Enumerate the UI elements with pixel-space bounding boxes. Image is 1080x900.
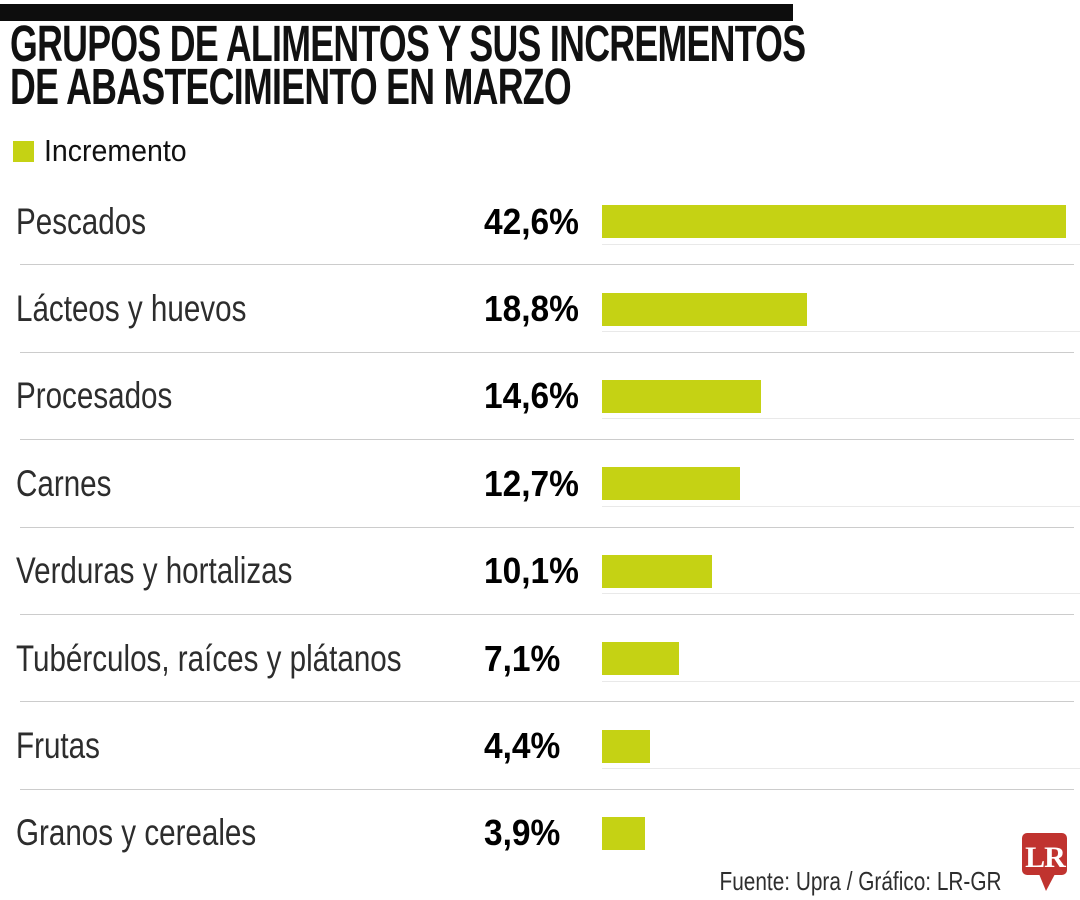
lr-logo-tail xyxy=(1039,874,1055,891)
bar-baseline xyxy=(602,593,1080,595)
category-label: Pescados xyxy=(16,200,146,242)
page-title: GRUPOS DE ALIMENTOS Y SUS INCREMENTOS DE… xyxy=(10,15,806,115)
category-label: Tubérculos, raíces y plátanos xyxy=(16,637,402,679)
bar-track xyxy=(602,615,1080,702)
bar xyxy=(602,292,807,326)
bar-track xyxy=(602,702,1080,789)
bar xyxy=(602,554,712,588)
value-label: 14,6% xyxy=(484,375,579,417)
chart-row: Pescados 42,6% xyxy=(0,178,1080,266)
bar-baseline xyxy=(602,418,1080,420)
lr-logo-text: LR xyxy=(1025,841,1066,874)
chart-row: Lácteos y huevos 18,8% xyxy=(0,265,1080,354)
bar-baseline xyxy=(602,505,1080,507)
title-line-2: DE ABASTECIMIENTO EN MARZO xyxy=(10,58,572,115)
bar-track xyxy=(602,178,1080,265)
bar-track xyxy=(602,353,1080,440)
value-label: 42,6% xyxy=(484,200,579,242)
value-label: 3,9% xyxy=(484,812,561,854)
value-label: 10,1% xyxy=(484,550,579,592)
source-credit: Fuente: Upra / Gráfico: LR-GR xyxy=(719,866,1002,896)
lr-logo: LR xyxy=(1022,833,1067,891)
bar xyxy=(602,205,1066,239)
chart-row: Procesados 14,6% xyxy=(0,353,1080,441)
bar-track xyxy=(602,528,1080,615)
value-label: 4,4% xyxy=(484,725,561,767)
legend-swatch-icon xyxy=(13,140,34,162)
chart-row: Carnes 12,7% xyxy=(0,440,1080,528)
bar-baseline xyxy=(602,768,1080,770)
bar-track xyxy=(602,790,1080,877)
chart-row: Frutas 4,4% xyxy=(0,702,1080,791)
bar-chart: Pescados 42,6% Lácteos y huevos 18,8% Pr… xyxy=(0,178,1080,877)
chart-row: Verduras y hortalizas 10,1% xyxy=(0,528,1080,616)
chart-row: Tubérculos, raíces y plátanos 7,1% xyxy=(0,615,1080,703)
title-line-1: GRUPOS DE ALIMENTOS Y SUS INCREMENTOS xyxy=(10,15,806,72)
category-label: Verduras y hortalizas xyxy=(16,550,293,592)
bar-track xyxy=(602,440,1080,527)
bar xyxy=(602,467,741,501)
bar-baseline xyxy=(602,331,1080,333)
value-label: 7,1% xyxy=(484,637,561,679)
bar xyxy=(602,816,645,850)
chart-row: Granos y cereales 3,9% xyxy=(0,790,1080,877)
bar-baseline xyxy=(602,680,1080,682)
category-label: Lácteos y huevos xyxy=(16,288,247,330)
legend-label: Incremento xyxy=(44,133,187,168)
bar-baseline xyxy=(602,243,1080,245)
category-label: Frutas xyxy=(16,725,100,767)
lr-logo-bubble xyxy=(1022,833,1067,875)
bar xyxy=(602,379,761,413)
chart-legend: Incremento xyxy=(13,133,199,169)
bar-track xyxy=(602,265,1080,352)
value-label: 18,8% xyxy=(484,288,579,330)
value-label: 12,7% xyxy=(484,462,579,504)
bar xyxy=(602,642,680,676)
category-label: Carnes xyxy=(16,462,112,504)
category-label: Granos y cereales xyxy=(16,812,257,854)
category-label: Procesados xyxy=(16,375,173,417)
bar xyxy=(602,729,650,763)
top-accent-bar xyxy=(0,4,793,21)
